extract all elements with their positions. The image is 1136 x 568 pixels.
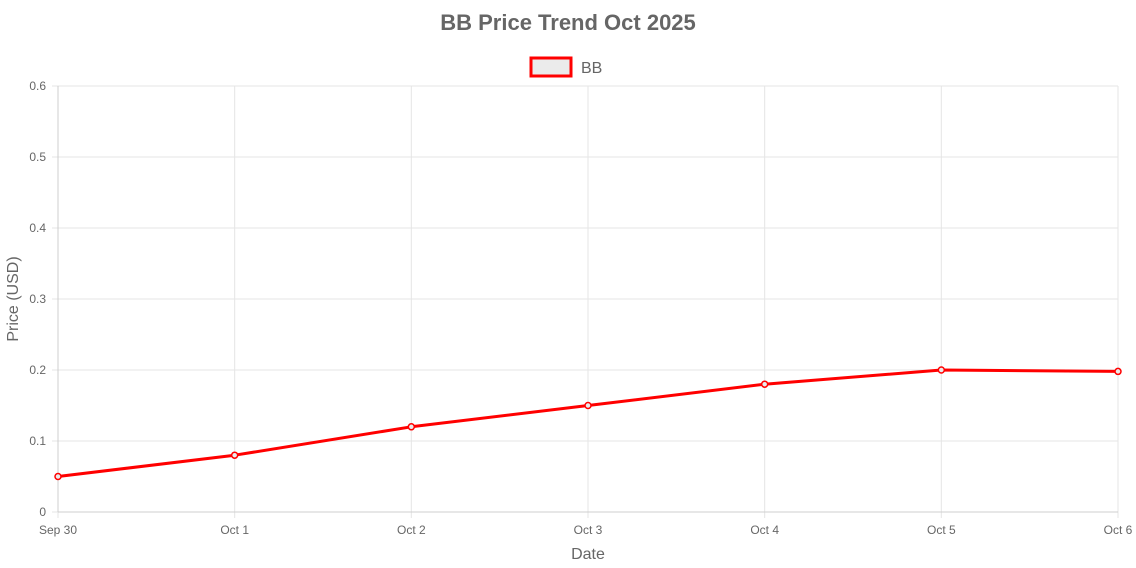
data-point[interactable] [230, 451, 239, 459]
y-axis-title: Price (USD) [5, 256, 22, 341]
y-tick-label: 0.1 [29, 434, 46, 448]
legend-swatch-bb[interactable] [529, 56, 573, 78]
x-tick-label: Oct 4 [750, 523, 779, 537]
x-tick-label: Oct 2 [397, 523, 426, 537]
grid [52, 85, 1119, 518]
x-tick-label: Oct 6 [1104, 523, 1133, 537]
data-point[interactable] [584, 401, 592, 410]
y-tick-label: 0.5 [29, 150, 46, 164]
legend[interactable]: BB [529, 56, 602, 78]
series-layer [54, 366, 1122, 481]
y-tick-label: 0.6 [29, 79, 46, 93]
data-point[interactable] [760, 380, 769, 388]
data-point[interactable] [1114, 367, 1122, 376]
axes [57, 86, 1118, 513]
data-point[interactable] [54, 472, 62, 481]
x-axis-tick-labels: Sep 30 Oct 1 Oct 2 Oct 3 Oct 4 Oct 5 Oct 6 [39, 523, 1133, 537]
y-axis-tick-labels: 0 0.1 0.2 0.3 0.4 0.5 0.6 [29, 79, 46, 519]
data-point[interactable] [937, 366, 946, 374]
y-tick-label: 0.2 [29, 363, 46, 377]
x-tick-label: Oct 1 [220, 523, 249, 537]
x-tick-label: Sep 30 [39, 523, 77, 537]
x-axis-title: Date [571, 546, 605, 563]
y-tick-label: 0.3 [29, 292, 46, 306]
data-point[interactable] [407, 423, 416, 431]
legend-label-bb[interactable]: BB [581, 60, 602, 77]
chart-title: BB Price Trend Oct 2025 [440, 10, 696, 35]
x-tick-label: Oct 3 [574, 523, 603, 537]
x-tick-label: Oct 5 [927, 523, 956, 537]
y-tick-label: 0.4 [29, 221, 46, 235]
y-tick-label: 0 [39, 505, 46, 519]
